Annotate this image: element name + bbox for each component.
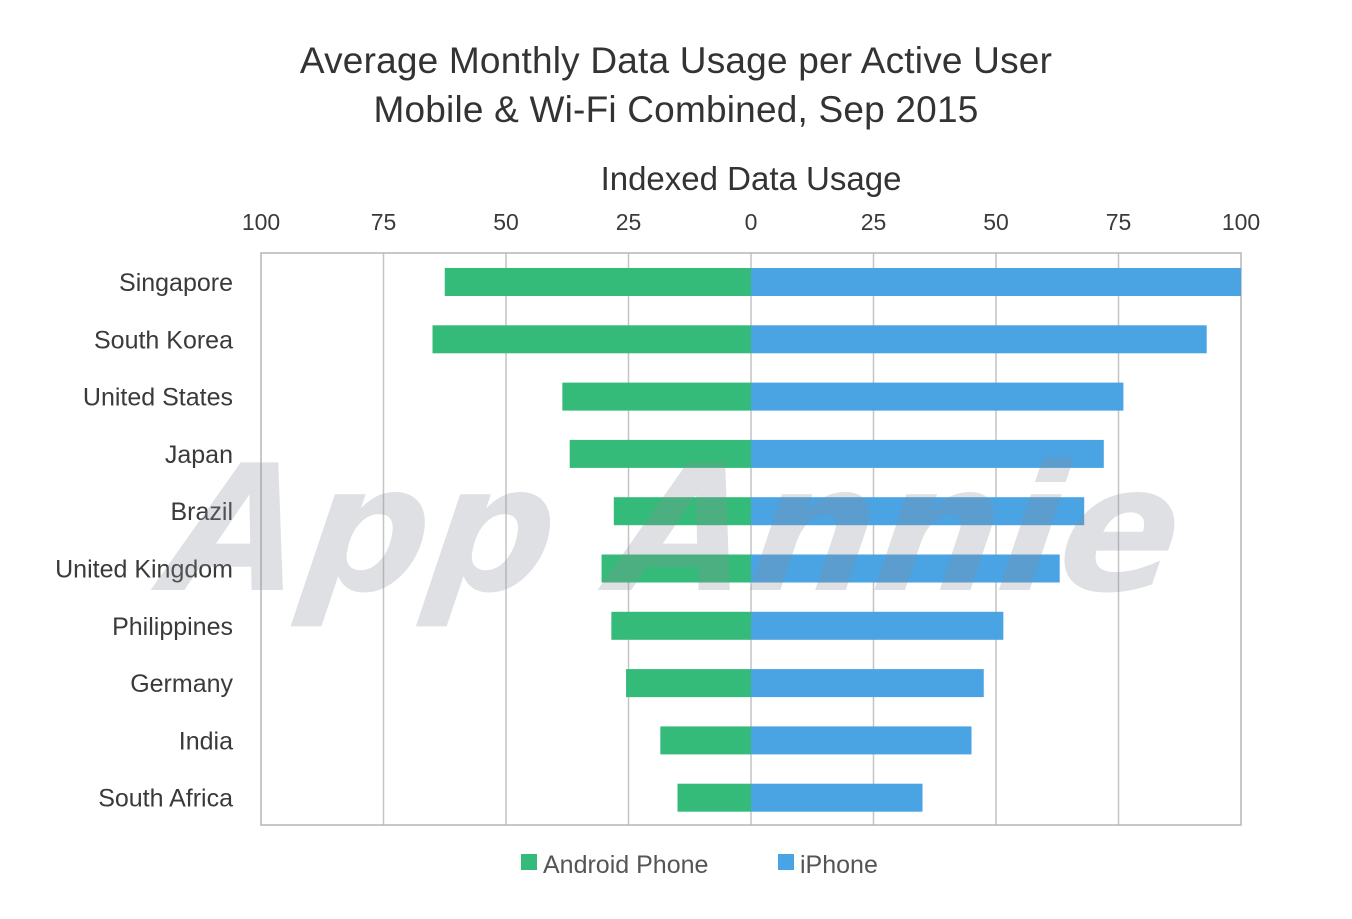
x-tick-label: 25: [616, 209, 642, 235]
category-label: Brazil: [170, 498, 233, 526]
bar-android-phone: [613, 497, 751, 526]
chart-subtitle: Mobile & Wi-Fi Combined, Sep 2015: [373, 89, 979, 130]
bar-android-phone: [444, 268, 751, 296]
bar-layer: [432, 268, 1241, 812]
bar-android-phone: [677, 783, 751, 812]
bar-iphone: [751, 325, 1207, 354]
category-label: Philippines: [112, 613, 233, 641]
bar-iphone: [751, 268, 1241, 296]
category-label: India: [179, 727, 233, 755]
bar-android-phone: [432, 325, 751, 354]
chart-title-block: Average Monthly Data Usage per Active Us…: [0, 36, 1352, 134]
watermark-layer: App Annie: [144, 429, 1195, 632]
bar-iphone: [751, 726, 972, 755]
x-tick-label: 75: [1106, 209, 1132, 235]
legend-swatch-iphone: [778, 854, 794, 870]
x-tick-label: 25: [861, 209, 887, 235]
category-label: South Africa: [98, 785, 233, 813]
category-label: United Kingdom: [55, 556, 233, 584]
watermark-logo: App Annie: [144, 429, 1195, 632]
x-tick-label: 100: [1222, 209, 1260, 235]
bar-iphone: [751, 497, 1085, 526]
x-tick-label: 100: [242, 209, 280, 235]
x-tick-label: 50: [983, 209, 1009, 235]
chart-title: Average Monthly Data Usage per Active Us…: [299, 40, 1053, 81]
bar-iphone: [751, 669, 984, 698]
bar-android-phone: [611, 611, 751, 640]
legend-label: Android Phone: [543, 851, 708, 879]
x-tick-label: 75: [371, 209, 397, 235]
bar-android-phone: [569, 439, 751, 468]
legend: Android Phone iPhone: [521, 851, 878, 879]
bar-iphone: [751, 439, 1104, 468]
category-label: Germany: [130, 670, 233, 698]
bar-iphone: [751, 783, 923, 812]
legend-swatch-android-phone: [521, 854, 537, 870]
bar-iphone: [751, 611, 1004, 640]
category-label: Singapore: [119, 269, 233, 297]
x-tick-label: 0: [745, 209, 758, 235]
bar-android-phone: [601, 554, 751, 583]
bar-iphone: [751, 382, 1124, 411]
bar-android-phone: [626, 669, 751, 698]
category-label: United States: [83, 384, 233, 412]
axis-title: Indexed Data Usage: [601, 160, 902, 197]
category-label: Japan: [165, 441, 233, 469]
legend-label: iPhone: [800, 851, 878, 879]
label-layer: Indexed Data Usage 100 75 50 25 0 25 50 75 100 Sin…: [55, 160, 1260, 813]
x-tick-label: 50: [493, 209, 519, 235]
bar-android-phone: [562, 382, 751, 411]
category-label: South Korea: [94, 326, 233, 354]
bar-android-phone: [660, 726, 751, 755]
plot-frame: [260, 252, 1242, 826]
bar-iphone: [751, 554, 1060, 583]
